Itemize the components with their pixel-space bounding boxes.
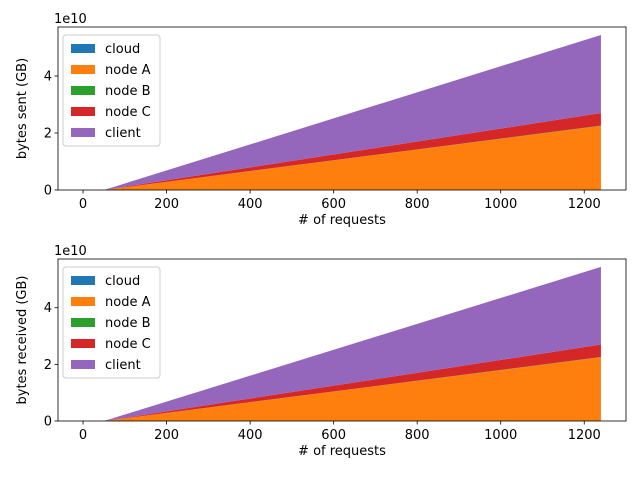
y-axis-label: bytes sent (GB) [15,58,30,159]
y-offset-label: 1e10 [54,244,87,259]
legend-label: cloud [105,274,140,289]
x-tick-label: 1200 [568,197,601,212]
legend-swatch [71,128,95,137]
legend-label: client [105,126,141,141]
area-client [103,34,601,191]
chart-panel-2: 0 200 400 600 800 1000 1200 0 2 4 1e10 # of request… [15,244,627,459]
legend-swatch [71,339,95,348]
area-node-a [103,357,601,421]
y-offset-label: 1e10 [54,12,87,27]
legend-swatch [71,276,95,285]
legend-swatch [71,65,95,74]
y-tick-label: 4 [44,70,52,85]
x-tick-label: 600 [321,197,346,212]
axes-frame [57,26,627,191]
legend-swatch [71,360,95,369]
y-tick-label: 4 [44,301,52,316]
legend-box [62,266,161,379]
legend-label: cloud [105,42,140,57]
y-tick-label: 0 [44,184,52,199]
x-tick-label: 200 [154,197,179,212]
x-tick-label: 400 [238,428,263,443]
legend-label: client [105,358,141,373]
area-node-a [103,125,601,190]
legend-swatch [71,318,95,327]
legend-label: node C [105,337,151,352]
legend: cloud node A node B node C client [62,266,161,379]
y-axis-label: bytes received (GB) [15,276,30,405]
area-node-c [103,344,601,421]
x-tick-label: 800 [405,428,430,443]
area-node-b [103,125,601,190]
x-tick-label: 1200 [568,428,601,443]
y-tick-label: 0 [44,415,52,430]
legend-label: node C [105,105,151,120]
chart-panel-1: 0 200 400 600 800 1000 1200 0 2 4 1e10 # of request… [15,12,627,228]
legend-label: node B [105,84,151,99]
x-tick-label: 600 [321,428,346,443]
x-tick-label: 800 [405,197,430,212]
legend-label: node A [105,63,151,78]
x-tick-label: 1000 [484,197,517,212]
legend-label: node A [105,295,151,310]
axes-frame [57,258,627,422]
x-axis-label: # of requests [298,444,386,459]
legend-swatch [71,107,95,116]
x-tick-label: 1000 [484,428,517,443]
legend-label: node B [105,316,151,331]
legend: cloud node A node B node C client [62,34,161,147]
legend-swatch [71,297,95,306]
legend-box [62,34,161,147]
x-axis-label: # of requests [298,213,386,228]
x-tick-label: 400 [238,197,263,212]
legend-swatch [71,86,95,95]
x-tick-label: 200 [154,428,179,443]
y-tick-label: 2 [44,358,52,373]
y-tick-label: 2 [44,127,52,142]
legend-swatch [71,44,95,53]
area-client [103,266,601,421]
x-tick-label: 0 [79,197,87,212]
x-tick-label: 0 [79,428,87,443]
